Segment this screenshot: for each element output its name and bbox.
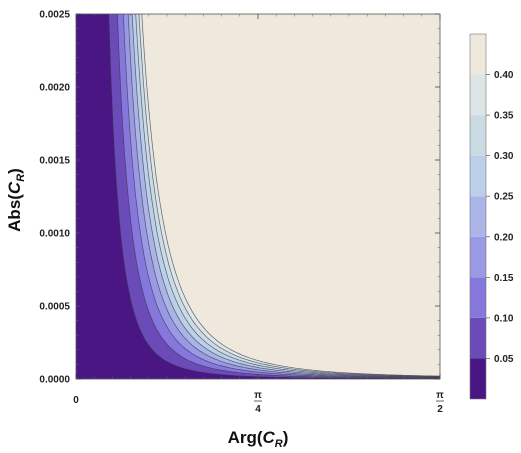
contour-lines [108, 14, 440, 379]
x-tick-label: 0 [73, 395, 79, 406]
y-axis: 0.0000 0.0005 0.0010 0.0015 0.0020 0.0025 [39, 10, 440, 386]
colorbar-tick-label: 0.30 [494, 151, 514, 162]
y-tick-label: 0.0020 [39, 83, 70, 94]
colorbar-tick-label: 0.15 [494, 273, 514, 284]
contour-line-0.2 [127, 14, 440, 378]
x-tick-denominator: 4 [255, 404, 261, 415]
contour-line-0.25 [131, 14, 440, 378]
x-tick-denominator: 2 [437, 404, 443, 415]
contour-line-0.15 [123, 14, 440, 379]
colorbar-segment [470, 358, 486, 399]
x-axis-title: Arg(CR) [228, 428, 289, 450]
colorbar-segment [470, 277, 486, 318]
band-8 [141, 14, 440, 377]
contour-line-0.35 [138, 14, 440, 377]
contour-line-0.05 [108, 14, 440, 379]
colorbar-segment [470, 196, 486, 237]
colorbar-tick-label: 0.10 [494, 313, 514, 324]
y-axis-title: Abs(CR) [5, 168, 27, 232]
y-tick-label: 0.0005 [39, 302, 70, 313]
contour-line-0.1 [117, 14, 440, 379]
colorbar-tick-label: 0.20 [494, 232, 514, 243]
contour-line-0.3 [135, 14, 440, 378]
contour-line-0.4 [141, 14, 440, 377]
y-tick-label: 0.0015 [39, 156, 70, 167]
x-tick-numerator: π [436, 390, 444, 401]
colorbar-tick-label: 0.05 [494, 354, 514, 365]
colorbar-tick-label: 0.35 [494, 111, 514, 122]
y-tick-label: 0.0025 [39, 10, 70, 21]
colorbar-tick-label: 0.25 [494, 192, 514, 203]
colorbar-segment [470, 74, 486, 116]
colorbar-segment [470, 34, 486, 75]
y-tick-label: 0.0000 [39, 375, 70, 386]
colorbar-segment [470, 115, 486, 156]
colorbar: 0.05 0.10 0.15 0.20 0.25 0.30 0.35 0.40 [469, 33, 514, 400]
colorbar-tick-label: 0.40 [494, 70, 514, 81]
colorbar-segment [470, 317, 486, 359]
contour-fills [76, 14, 440, 379]
x-axis: 0 π 4 π 2 [73, 14, 444, 415]
y-tick-label: 0.0010 [39, 229, 70, 240]
colorbar-segment [470, 236, 486, 278]
colorbar-frame [469, 33, 487, 400]
colorbar-segment [470, 155, 486, 197]
x-tick-numerator: π [254, 390, 262, 401]
